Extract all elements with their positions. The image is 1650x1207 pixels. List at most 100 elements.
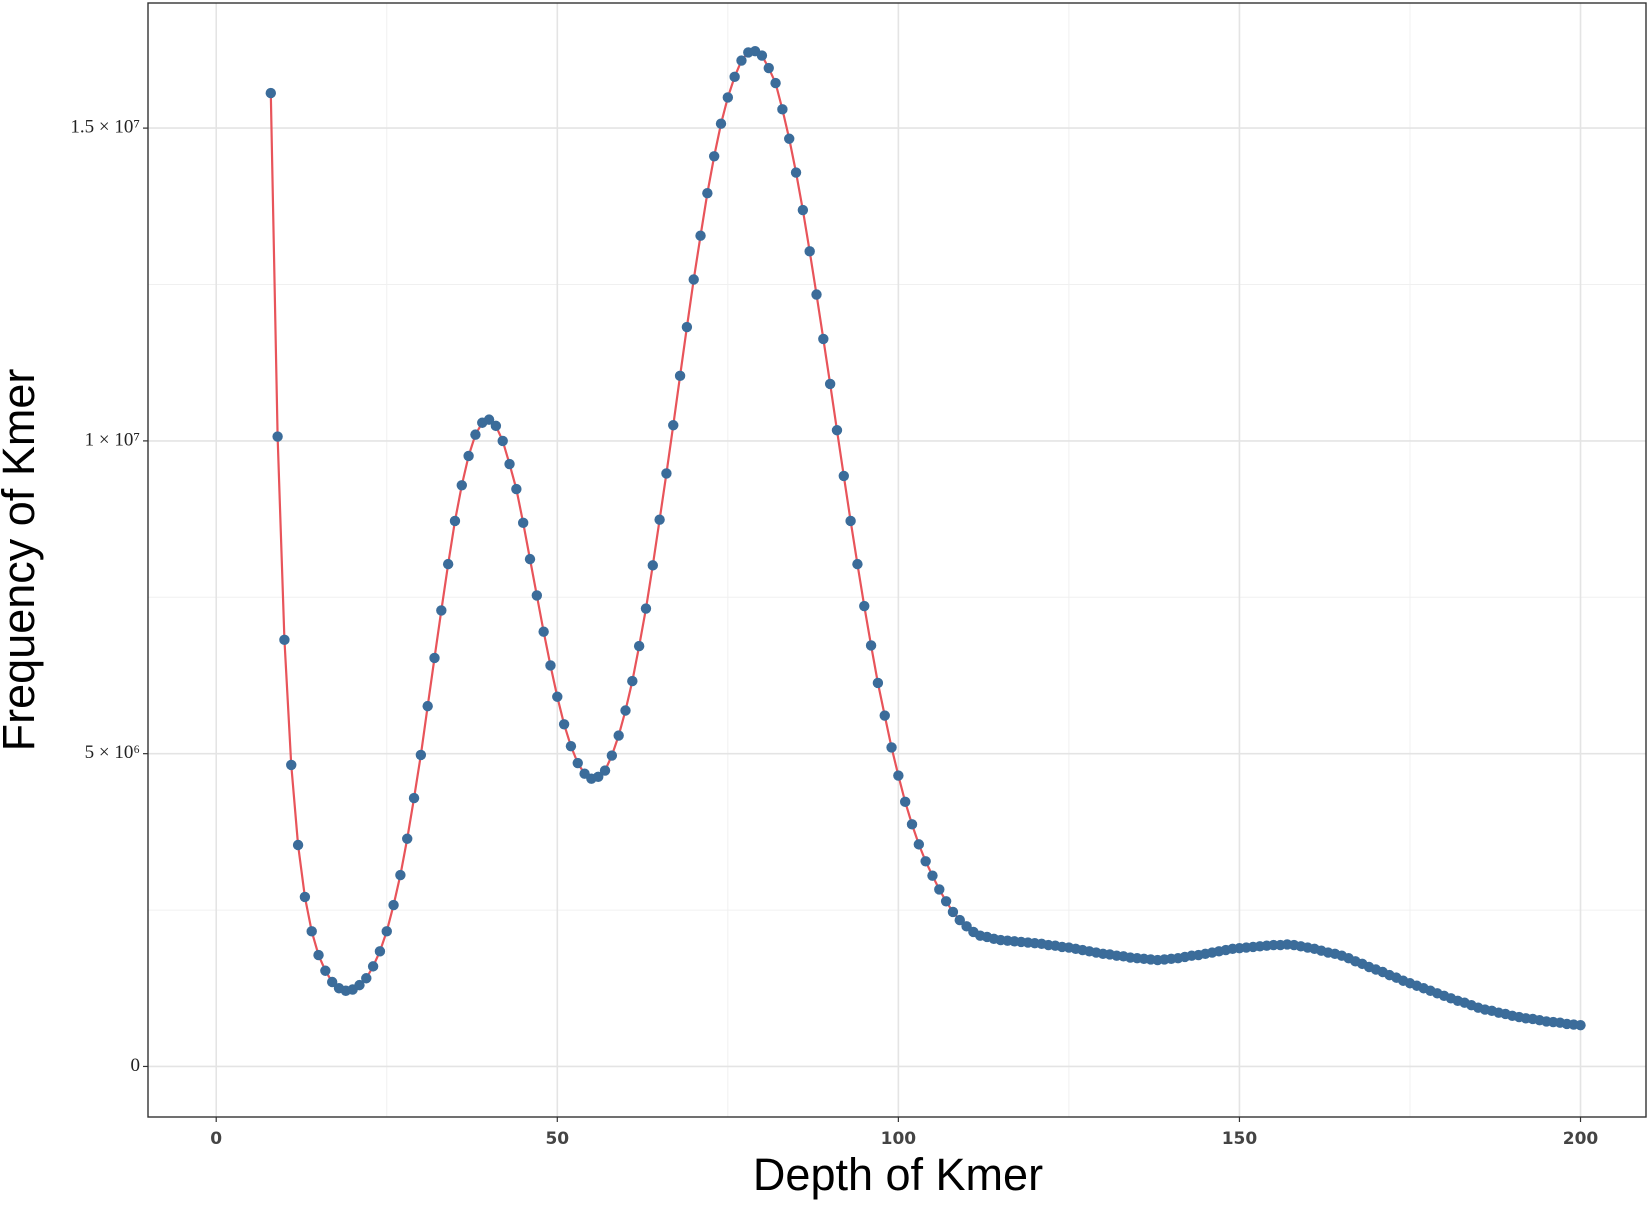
data-point	[784, 133, 795, 144]
data-point	[456, 480, 467, 491]
data-point	[381, 926, 392, 937]
data-point	[470, 429, 481, 440]
data-point	[640, 603, 652, 614]
data-point	[388, 899, 399, 911]
y-tick-label: 5 × 10⁶	[85, 742, 140, 763]
data-point	[920, 856, 931, 867]
data-point	[674, 370, 686, 382]
data-point	[490, 420, 502, 432]
y-tick-label: 0	[131, 1055, 141, 1076]
plot-border	[147, 2, 1647, 1118]
data-point	[811, 289, 822, 300]
data-point	[313, 949, 324, 961]
data-point	[279, 634, 290, 646]
x-tick-label: 0	[210, 1129, 222, 1149]
data-point	[292, 839, 304, 851]
data-point	[886, 742, 897, 753]
data-point	[831, 425, 843, 436]
data-point	[558, 719, 570, 730]
data-point	[272, 431, 283, 442]
data-point	[736, 55, 747, 66]
data-point	[722, 92, 734, 103]
data-point	[545, 660, 556, 671]
data-point	[872, 677, 884, 689]
data-point	[695, 230, 706, 241]
data-point	[654, 514, 665, 525]
data-point	[361, 973, 372, 984]
data-point	[538, 626, 549, 637]
data-point	[702, 187, 713, 199]
data-point	[708, 151, 720, 162]
data-point	[531, 590, 543, 601]
data-point	[483, 414, 495, 425]
data-point	[511, 483, 522, 495]
plot-background	[148, 3, 1646, 1117]
data-point	[436, 605, 447, 616]
data-point	[879, 710, 890, 721]
data-point	[299, 891, 311, 903]
data-point	[395, 869, 406, 881]
data-point	[517, 517, 529, 529]
data-point	[763, 62, 774, 74]
data-point	[899, 796, 911, 808]
x-tick-label: 150	[1222, 1129, 1258, 1149]
data-point	[940, 896, 952, 907]
data-point	[681, 321, 693, 333]
data-point	[865, 640, 877, 651]
data-point	[838, 470, 849, 482]
data-point	[797, 204, 809, 216]
data-point	[913, 839, 925, 850]
data-point	[893, 770, 904, 781]
data-point	[306, 926, 317, 937]
data-point	[606, 750, 618, 761]
data-point	[402, 833, 413, 844]
y-tick-label: 1.5 × 10⁷	[70, 116, 140, 137]
data-point	[326, 976, 338, 988]
data-point	[845, 515, 856, 527]
data-point	[524, 553, 536, 565]
y-tick-label: 1 × 10⁷	[85, 429, 140, 450]
data-point	[627, 675, 638, 687]
data-point	[354, 979, 365, 991]
data-point	[415, 749, 427, 761]
data-point	[463, 450, 474, 462]
data-point	[442, 558, 454, 570]
data-point	[647, 560, 658, 571]
data-point	[1575, 1019, 1586, 1031]
data-point	[906, 819, 918, 830]
data-point	[729, 71, 740, 83]
x-tick-label: 200	[1563, 1129, 1599, 1149]
data-point	[668, 420, 679, 431]
data-point	[449, 515, 461, 527]
data-point	[286, 759, 297, 771]
data-point	[374, 946, 386, 957]
data-point	[422, 700, 433, 712]
data-point	[927, 870, 938, 881]
data-point	[954, 914, 965, 926]
x-axis-label: Depth of Kmer	[753, 1149, 1043, 1200]
data-point	[777, 104, 788, 115]
data-point	[408, 792, 420, 804]
data-point	[770, 77, 781, 89]
data-point	[715, 118, 727, 129]
data-point	[429, 652, 440, 664]
data-point	[593, 771, 604, 783]
data-point	[497, 435, 508, 447]
x-tick-label: 100	[881, 1129, 917, 1149]
data-point	[572, 757, 583, 769]
data-point	[790, 167, 802, 178]
data-point	[613, 730, 624, 741]
data-point	[565, 740, 577, 752]
data-point	[661, 468, 672, 479]
data-point	[320, 965, 331, 976]
data-point	[934, 884, 945, 895]
data-point	[367, 961, 379, 972]
y-axis-label: Frequency of Kmer	[0, 369, 44, 752]
data-point	[504, 458, 515, 470]
data-point	[620, 705, 631, 716]
data-point	[818, 333, 829, 345]
data-point	[552, 691, 563, 702]
data-point	[633, 640, 645, 652]
data-point	[599, 765, 611, 776]
